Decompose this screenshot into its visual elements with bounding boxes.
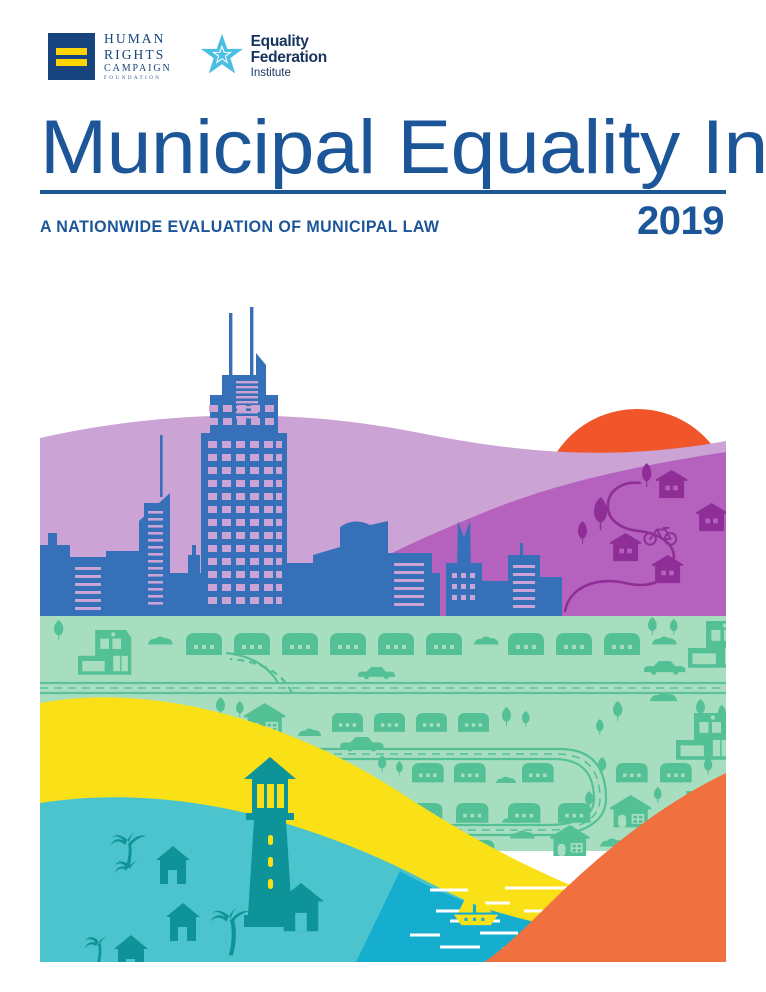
hrc-line-campaign: CAMPAIGN <box>104 63 172 75</box>
equality-federation-logo: Equality Federation Institute <box>200 33 327 82</box>
coastal-band <box>40 797 726 962</box>
subtitle-row: A NATIONWIDE EVALUATION OF MUNICIPAL LAW… <box>40 199 726 244</box>
title-block: Municipal Equality Index A NATIONWIDE EV… <box>40 109 766 244</box>
hrc-bar-bottom <box>56 59 87 67</box>
title-underline-rule <box>40 190 726 195</box>
star-icon <box>200 33 244 82</box>
municipal-landscape-illustration <box>40 305 726 962</box>
rural-scene <box>563 463 726 613</box>
city-skyline <box>40 307 562 617</box>
ef-line-equality: Equality <box>250 33 309 51</box>
hrc-line-rights: RIGHTS <box>104 47 166 63</box>
ef-line-federation: Federation <box>250 49 328 67</box>
ef-line-institute: Institute <box>250 66 291 79</box>
hrc-equals-mark-icon <box>48 33 95 81</box>
suburb-details <box>40 617 726 860</box>
lighthouse <box>244 757 296 927</box>
human-rights-campaign-logo: HUMAN RIGHTS CAMPAIGN FOUNDATION <box>48 32 172 81</box>
sailboat <box>454 881 499 926</box>
equality-federation-wordmark: Equality Federation Institute <box>250 33 328 79</box>
page-subtitle: A NATIONWIDE EVALUATION OF MUNICIPAL LAW <box>40 218 440 237</box>
willis-tower <box>201 307 287 617</box>
logo-row: HUMAN RIGHTS CAMPAIGN FOUNDATION Equalit… <box>48 28 327 86</box>
hrc-bar-top <box>56 48 87 56</box>
hrc-line-human: HUMAN <box>104 31 166 47</box>
beach-scene <box>84 831 324 962</box>
orange-wedge <box>484 773 726 962</box>
publication-year: 2019 <box>637 199 724 244</box>
hrc-line-foundation: FOUNDATION <box>104 75 162 82</box>
hrc-wordmark: HUMAN RIGHTS CAMPAIGN FOUNDATION <box>104 32 172 81</box>
page-title: Municipal Equality Index <box>40 105 766 190</box>
